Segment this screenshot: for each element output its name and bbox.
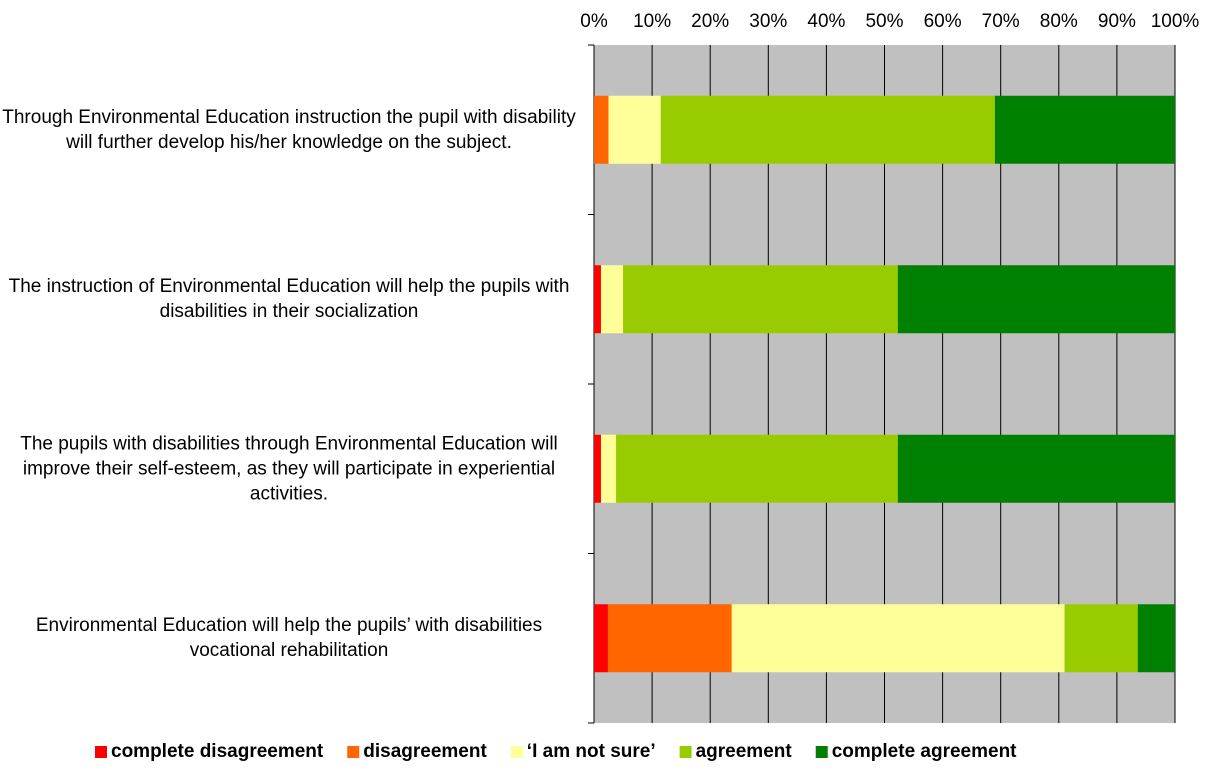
bar-segment [600,434,617,503]
bar-segment [594,95,609,164]
x-tick-label: 100% [1151,11,1200,32]
legend-label: agreement [696,741,793,762]
legend-swatch [679,746,692,758]
y-tick-label: Through Environmental Education instruct… [2,106,576,153]
x-tick-label: 70% [982,11,1020,32]
x-tick-label: 0% [580,11,608,32]
legend-label: ‘I am not sure’ [527,741,656,762]
legend-swatch [815,746,828,758]
x-tick-label: 90% [1098,11,1136,32]
bar-segment [594,265,601,334]
x-tick-label: 50% [865,11,903,32]
x-tick-label: 60% [924,11,962,32]
x-tick-label: 40% [807,11,845,32]
bar-segment [607,604,732,673]
bar-segment [616,434,898,503]
bar-segment [660,95,995,164]
x-tick-label: 80% [1040,11,1078,32]
legend-swatch [510,746,523,758]
y-tick-label: The pupils with disabilities through Env… [20,433,558,505]
x-tick-label: 20% [691,11,729,32]
bar-segment [623,265,898,334]
bar-segment [1137,604,1175,673]
x-tick-label: 30% [749,11,787,32]
y-tick-label: Environmental Education will help the pu… [35,615,543,662]
bar-segment [600,265,624,334]
x-tick-label: 10% [633,11,671,32]
bar-segment [1064,604,1138,673]
y-tick-label: The instruction of Environmental Educati… [8,276,570,323]
legend-label: complete disagreement [111,741,324,762]
bar-segment [897,434,1175,503]
legend-label: complete agreement [832,741,1017,762]
legend-label: disagreement [363,741,487,762]
bar-segment [731,604,1065,673]
bar-segment [897,265,1175,334]
legend-swatch [347,746,360,758]
legend-swatch [95,746,107,758]
bar-segment [594,434,601,503]
bar-segment [994,95,1175,164]
bar-segment [594,604,608,673]
bar-segment [608,95,661,164]
